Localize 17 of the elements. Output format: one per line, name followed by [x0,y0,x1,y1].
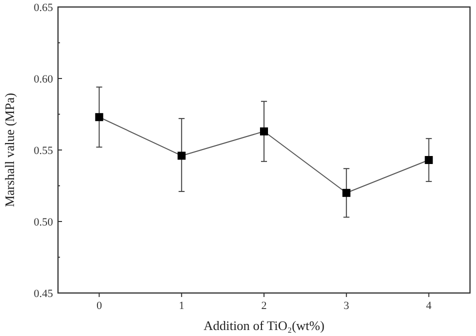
point [342,188,350,197]
x-tick-label: 3 [344,300,350,312]
y-tick-label: 0.55 [34,144,54,157]
point [260,127,268,136]
y-tick-label: 0.65 [34,2,54,14]
x-tick-label: 1 [178,300,184,312]
y-tick-label: 0.60 [34,73,54,86]
point [178,152,186,160]
y-tick-label: 0.50 [34,216,54,228]
x-tick-label: 2 [261,300,267,312]
point [95,113,104,122]
y-axis-title: Marshall value (MPa) [2,92,17,208]
x-axis-title: Addition of TiO₂(wt%) [204,318,324,333]
x-tick-label: 0 [96,300,102,312]
x-tick-label: 4 [426,300,432,312]
point [424,156,433,164]
y-tick-label: 0.45 [34,288,54,300]
